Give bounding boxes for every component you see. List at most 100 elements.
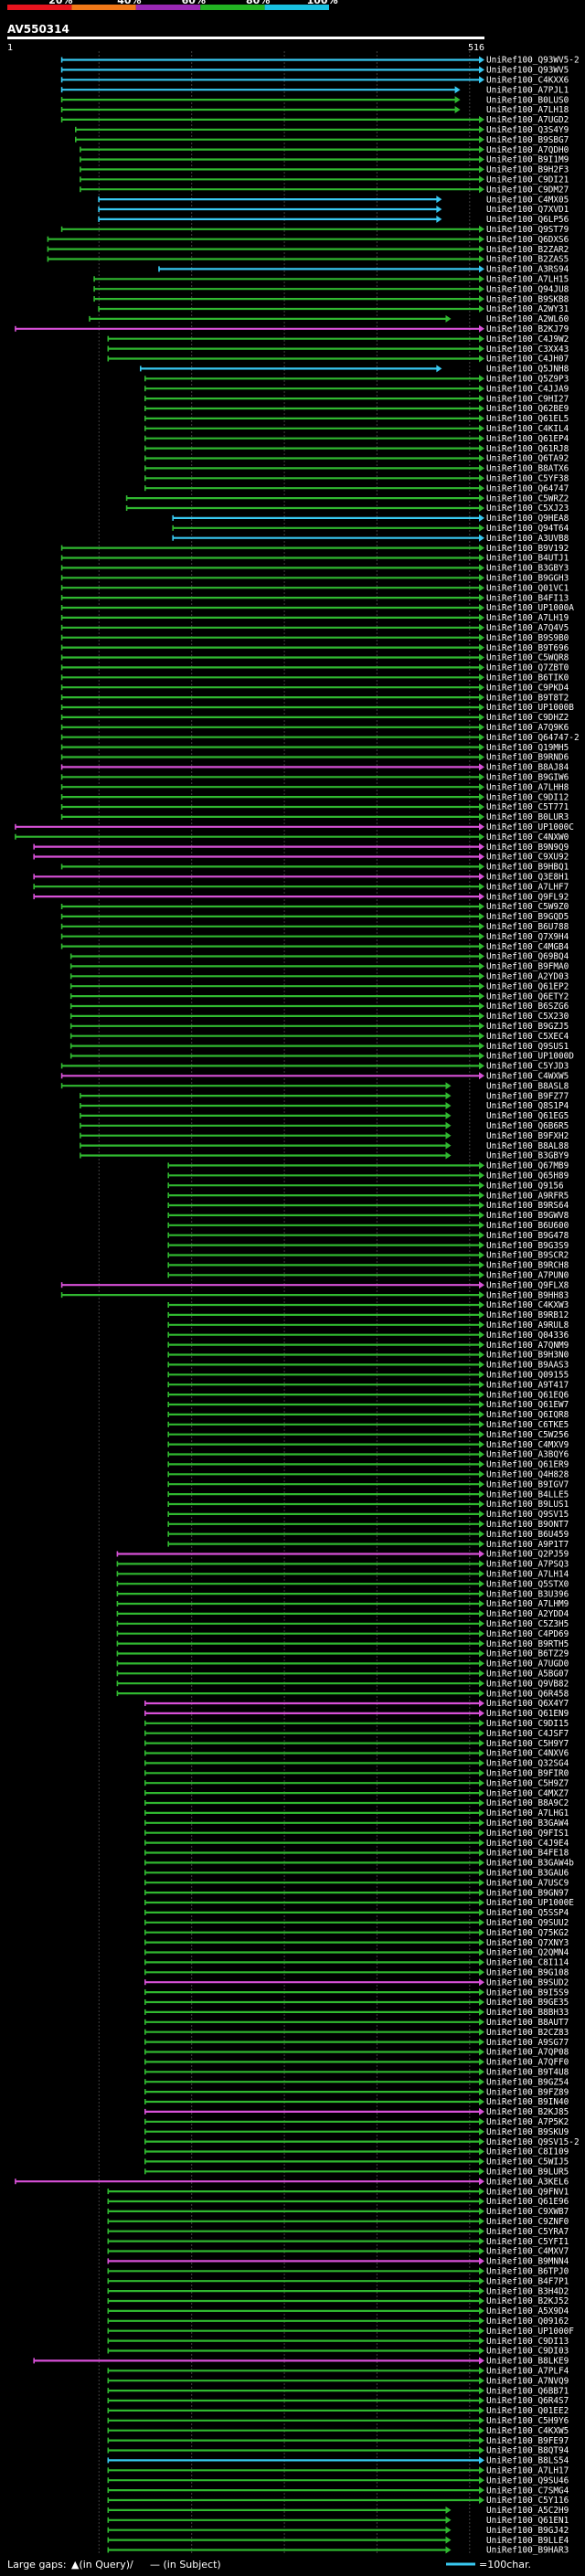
hit-row[interactable]: UniRef100_Q9SV15 xyxy=(167,1510,569,1520)
hit-label[interactable]: UniRef100_C4JSF7 xyxy=(486,1729,569,1739)
hit-row[interactable]: UniRef100_Q3E8H1 xyxy=(33,873,569,883)
hit-row[interactable]: UniRef100_Q6IQR8 xyxy=(167,1410,569,1420)
hit-row[interactable]: UniRef100_A7PSQ3 xyxy=(116,1560,569,1570)
hit-label[interactable]: UniRef100_A7QFF0 xyxy=(486,2058,569,2068)
hit-label[interactable]: UniRef100_C5XEC4 xyxy=(486,1032,569,1042)
hit-label[interactable]: UniRef100_B4FI13 xyxy=(486,593,569,603)
hit-label[interactable]: UniRef100_Q09162 xyxy=(486,2316,569,2327)
hit-row[interactable]: UniRef100_B9GQD5 xyxy=(60,912,569,922)
hit-label[interactable]: UniRef100_Q19MH5 xyxy=(486,743,569,753)
hit-label[interactable]: UniRef100_B6TIK0 xyxy=(486,673,569,684)
hit-row[interactable]: UniRef100_Q93WV5-2 xyxy=(60,56,580,66)
hit-row[interactable]: UniRef100_Q61EN9 xyxy=(144,1709,569,1719)
hit-row[interactable]: UniRef100_C5H9Z7 xyxy=(144,1778,569,1788)
hit-row[interactable]: UniRef100_C4MXZ7 xyxy=(144,1788,569,1798)
hit-label[interactable]: UniRef100_Q9FL92 xyxy=(486,892,569,902)
hit-row[interactable]: UniRef100_C5W256 xyxy=(167,1430,569,1440)
hit-row[interactable]: UniRef100_B9T8T2 xyxy=(60,693,569,703)
hit-label[interactable]: UniRef100_B9GWV8 xyxy=(486,1211,569,1221)
hit-row[interactable]: UniRef100_B3GBY9 xyxy=(80,1151,569,1161)
hit-row[interactable]: UniRef100_B6SZG6 xyxy=(69,1002,569,1012)
hit-row[interactable]: UniRef100_Q6TA92 xyxy=(144,454,569,464)
hit-label[interactable]: UniRef100_B9SBG7 xyxy=(486,135,569,145)
hit-row[interactable]: UniRef100_B9G108 xyxy=(144,1968,569,1978)
hit-label[interactable]: UniRef100_Q64747-2 xyxy=(486,733,580,743)
hit-row[interactable]: UniRef100_C9DI03 xyxy=(107,2347,569,2357)
hit-label[interactable]: UniRef100_Q6X4Y7 xyxy=(486,1699,569,1709)
hit-label[interactable]: UniRef100_C8I114 xyxy=(486,1958,569,1968)
hit-row[interactable]: UniRef100_Q6ETY2 xyxy=(69,991,569,1002)
hit-label[interactable]: UniRef100_Q65H89 xyxy=(486,1171,569,1182)
hit-label[interactable]: UniRef100_A7LH18 xyxy=(486,105,569,115)
hit-row[interactable]: UniRef100_C9XWB7 xyxy=(107,2207,569,2217)
hit-row[interactable]: UniRef100_B9IGV7 xyxy=(167,1479,569,1489)
hit-label[interactable]: UniRef100_Q9156 xyxy=(486,1181,564,1191)
hit-row[interactable]: UniRef100_B2CZ83 xyxy=(144,2028,569,2038)
hit-row[interactable]: UniRef100_Q9FL92 xyxy=(33,892,569,902)
hit-label[interactable]: UniRef100_B9GIW6 xyxy=(486,773,569,783)
hit-label[interactable]: UniRef100_B9HBQ1 xyxy=(486,863,569,873)
hit-label[interactable]: UniRef100_Q94T64 xyxy=(486,524,569,534)
hit-label[interactable]: UniRef100_C4MXV7 xyxy=(486,2247,569,2257)
hit-label[interactable]: UniRef100_B6U788 xyxy=(486,922,569,932)
hit-row[interactable]: UniRef100_B9HH83 xyxy=(60,1290,569,1300)
hit-label[interactable]: UniRef100_Q61EW7 xyxy=(486,1400,569,1410)
hit-row[interactable]: UniRef100_B9H2F3 xyxy=(80,165,569,175)
hit-label[interactable]: UniRef100_B9IGV7 xyxy=(486,1479,569,1489)
hit-label[interactable]: UniRef100_B9LUS1 xyxy=(486,1500,569,1510)
hit-label[interactable]: UniRef100_A5X9D4 xyxy=(486,2306,569,2316)
hit-row[interactable]: UniRef100_C4KIL4 xyxy=(144,424,569,434)
hit-row[interactable]: UniRef100_Q01VC1 xyxy=(60,583,569,593)
hit-label[interactable]: UniRef100_A7NVQ9 xyxy=(486,2376,569,2386)
hit-label[interactable]: UniRef100_A7USC9 xyxy=(486,1878,569,1888)
hit-label[interactable]: UniRef100_C4KXX6 xyxy=(486,76,569,86)
hit-label[interactable]: UniRef100_A3KEL6 xyxy=(486,2177,569,2187)
hit-row[interactable]: UniRef100_Q9ST79 xyxy=(60,225,569,235)
hit-row[interactable]: UniRef100_C5H9Y7 xyxy=(144,1739,569,1749)
hit-row[interactable]: UniRef100_Q75KG2 xyxy=(144,1928,569,1938)
hit-label[interactable]: UniRef100_A7LH17 xyxy=(486,2466,569,2476)
hit-row[interactable]: UniRef100_Q5JNH8 xyxy=(140,365,569,375)
hit-label[interactable]: UniRef100_C9DI12 xyxy=(486,792,569,802)
hit-label[interactable]: UniRef100_B9HH83 xyxy=(486,1290,569,1300)
hit-label[interactable]: UniRef100_Q67MB9 xyxy=(486,1161,569,1171)
hit-row[interactable]: UniRef100_Q6LP56 xyxy=(98,215,569,225)
hit-label[interactable]: UniRef100_Q61EP2 xyxy=(486,981,569,991)
hit-label[interactable]: UniRef100_B9FMA0 xyxy=(486,962,569,972)
hit-row[interactable]: UniRef100_Q7ZBT0 xyxy=(60,663,569,673)
hit-row[interactable]: UniRef100_B6TIK0 xyxy=(60,673,569,684)
hit-row[interactable]: UniRef100_A7QDH0 xyxy=(80,145,569,155)
hit-row[interactable]: UniRef100_B3GBY3 xyxy=(60,564,569,574)
hit-label[interactable]: UniRef100_B9SKU9 xyxy=(486,2127,569,2137)
hit-label[interactable]: UniRef100_UP1000E xyxy=(486,1898,574,1908)
hit-row[interactable]: UniRef100_A3UVB8 xyxy=(172,534,569,544)
hit-label[interactable]: UniRef100_Q61EG5 xyxy=(486,1111,569,1121)
hit-row[interactable]: UniRef100_A2YD03 xyxy=(69,972,569,982)
hit-label[interactable]: UniRef100_C9ZNF0 xyxy=(486,2217,569,2227)
hit-label[interactable]: UniRef100_C4JJA9 xyxy=(486,384,569,394)
hit-row[interactable]: UniRef100_B8AJ84 xyxy=(60,763,569,773)
hit-row[interactable]: UniRef100_B9FZ77 xyxy=(80,1091,569,1101)
hit-label[interactable]: UniRef100_Q9SUS1 xyxy=(486,1042,569,1052)
hit-row[interactable]: UniRef100_B0LUR3 xyxy=(60,812,569,822)
hit-row[interactable]: UniRef100_B9SBG7 xyxy=(75,135,569,145)
hit-row[interactable]: UniRef100_B9GN97 xyxy=(144,1888,569,1898)
hit-label[interactable]: UniRef100_A9T417 xyxy=(486,1380,569,1390)
hit-label[interactable]: UniRef100_B9RB12 xyxy=(486,1310,569,1320)
hit-label[interactable]: UniRef100_B9T8T2 xyxy=(486,693,569,703)
hit-row[interactable]: UniRef100_B3GAW4b xyxy=(144,1859,574,1869)
hit-label[interactable]: UniRef100_B3GBY9 xyxy=(486,1151,569,1161)
hit-label[interactable]: UniRef100_B9FIR0 xyxy=(486,1769,569,1779)
hit-row[interactable]: UniRef100_Q64747 xyxy=(144,483,569,493)
hit-row[interactable]: UniRef100_B9G478 xyxy=(167,1231,569,1241)
hit-label[interactable]: UniRef100_C5WIJ5 xyxy=(486,2157,569,2168)
hit-label[interactable]: UniRef100_B9I5S9 xyxy=(486,1988,569,1998)
hit-row[interactable]: UniRef100_B9SCR2 xyxy=(167,1251,569,1261)
hit-row[interactable]: UniRef100_C4JH07 xyxy=(107,355,569,365)
hit-row[interactable]: UniRef100_C5WQR8 xyxy=(60,653,569,663)
hit-row[interactable]: UniRef100_A7QP08 xyxy=(144,2048,569,2058)
hit-label[interactable]: UniRef100_UP1000C xyxy=(486,822,574,832)
hit-row[interactable]: UniRef100_C8I114 xyxy=(144,1958,569,1968)
hit-row[interactable]: UniRef100_B9IN40 xyxy=(144,2097,569,2107)
hit-label[interactable]: UniRef100_B9GN97 xyxy=(486,1888,569,1898)
